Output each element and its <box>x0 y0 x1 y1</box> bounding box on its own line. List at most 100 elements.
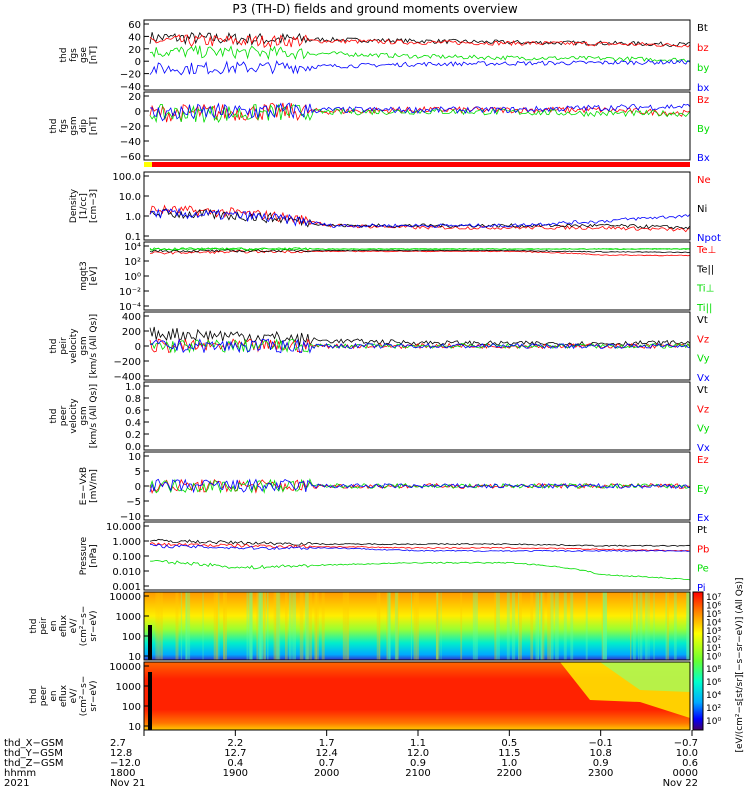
series-line-Bt <box>149 31 691 47</box>
y-tick-label: −5 <box>126 497 141 508</box>
y-label-line: (cm²−s− <box>79 676 89 717</box>
spectrogram-streak <box>602 592 605 660</box>
y-label-line: [nT] <box>89 117 99 135</box>
spectrogram-streak <box>472 592 476 660</box>
panel-density: 100.0 10.0 1.0 0.1 Density [1/cc] [cm−3] Ne Ni Np… <box>69 171 721 244</box>
spectrogram-streak <box>665 592 667 660</box>
spectrogram-streak <box>257 592 261 660</box>
y-tick-label: 0 <box>135 342 141 353</box>
spectrogram-streak <box>511 592 516 660</box>
y-label-line: Pressure <box>79 536 89 575</box>
y-tick-label: −40 <box>120 137 141 148</box>
legend-Ti⊥: Ti⊥ <box>696 284 714 295</box>
spectrogram-streak <box>304 592 309 660</box>
y-label-line: velocity <box>69 398 79 434</box>
y-tick-label: 0.6 <box>125 406 141 417</box>
y-label-line: dip <box>79 119 89 133</box>
spectrogram-streak <box>202 592 204 660</box>
panel-fgs_dip: 20 0 −20 −40 −60 thd fgs gsm dip [nT] Bz By Bx <box>49 91 710 164</box>
spectrogram-streak <box>638 592 640 660</box>
spectrogram-streak <box>160 592 163 660</box>
colorbar-tick: 10¹ <box>706 644 721 654</box>
colorbar-tick: 10⁶ <box>706 678 721 688</box>
x-value: 1800 <box>110 768 135 779</box>
spectrogram-streak <box>379 592 381 660</box>
legend-Vx: Vx <box>697 443 710 454</box>
spectrogram-streak <box>436 592 439 660</box>
spectrogram-streak <box>185 592 188 660</box>
y-tick-label: 0.4 <box>125 418 141 429</box>
spectrogram-streak <box>299 592 304 660</box>
spectrogram-streak <box>263 592 266 660</box>
spectrogram-streak <box>186 592 191 660</box>
y-label-line: gsm <box>79 336 89 355</box>
y-tick-label: −200 <box>114 357 141 368</box>
spectrogram-streak <box>394 592 398 660</box>
y-label-line: thd <box>29 689 39 704</box>
spectrogram-streak <box>386 592 388 660</box>
data-gap <box>148 672 152 730</box>
y-label-line: gsm <box>69 116 79 135</box>
x-value: 2300 <box>588 768 613 779</box>
colorbar-tick: 10⁴ <box>706 619 721 629</box>
spectrogram-streak <box>506 592 510 660</box>
series-line-bx <box>149 59 691 76</box>
y-label-line: (cm²−s− <box>79 606 89 647</box>
spectrogram-streak <box>686 592 691 660</box>
spectrogram-streak <box>273 592 276 660</box>
x-value: 1.7 <box>319 738 335 749</box>
y-tick-label: 0 <box>135 107 141 118</box>
y-tick-label: 100 <box>122 702 141 713</box>
spectrogram-streak <box>603 592 607 660</box>
x-row-label: 2021 <box>4 778 29 789</box>
legend-Pb: Pb <box>697 544 709 555</box>
legend-Ex: Ex <box>697 513 709 524</box>
y-label-line: thd <box>49 339 59 354</box>
spectrogram-streak <box>630 592 632 660</box>
y-label-line: [1/cc] <box>79 193 89 219</box>
legend-by: by <box>697 63 709 74</box>
x-value: 0.9 <box>593 758 609 769</box>
y-label-line: [km/s (All Qs)] <box>89 384 99 448</box>
spectrogram-streak <box>275 592 280 660</box>
spectrogram-streak <box>288 592 292 660</box>
y-tick-label: 10.000 <box>106 522 141 533</box>
x-row-label: thd_Z−GSM <box>4 758 64 769</box>
y-tick-label: 1.000 <box>112 537 141 548</box>
colorbar-label-text: [eV/(cm²−s[st/sr][−s−sr−eV)] (All Qs)] <box>735 577 745 752</box>
y-tick-label: −60 <box>120 152 141 163</box>
colorbar-tick: 10⁴ <box>706 691 721 701</box>
spectrogram-streak <box>563 592 567 660</box>
y-tick-label: 0.2 <box>125 430 141 441</box>
panel-frame <box>143 521 691 591</box>
legend-Ey: Ey <box>697 484 709 495</box>
x-value: −0.7 <box>674 738 698 749</box>
spectrogram-streak <box>440 592 442 660</box>
colorbar-tick: 10⁸ <box>706 665 721 675</box>
legend-Te||: Te|| <box>696 264 714 275</box>
y-axis-label: mgqt3 [eV] <box>79 261 99 290</box>
spectrogram-streak <box>388 592 391 660</box>
x-value: 1900 <box>223 768 248 779</box>
spectrogram-streak <box>601 592 604 660</box>
colorbar-tick: 10² <box>706 704 721 714</box>
y-tick-label: −20 <box>120 70 141 81</box>
y-tick-label: 10⁰ <box>124 272 141 283</box>
panel-efield: 10 5 0 −5 −10 E=−VxB [mV/m] Ez Ey Ex <box>79 451 709 524</box>
y-label-line: thd <box>49 409 59 424</box>
x-value: 12.4 <box>316 748 338 759</box>
spectrogram-streak <box>347 592 350 660</box>
spectrogram-streak <box>213 592 218 660</box>
x-value: 11.5 <box>498 748 520 759</box>
colorbar-tick: 10⁶ <box>706 602 721 612</box>
y-tick-label: 10⁴ <box>124 242 141 253</box>
y-label-line: E=−VxB <box>79 467 89 505</box>
spectrogram-streak <box>639 592 643 660</box>
spectrogram-streak <box>496 592 500 660</box>
data-gap <box>148 625 152 660</box>
legend-Te⊥: Te⊥ <box>696 245 716 256</box>
y-label-line: mgqt3 <box>79 261 89 290</box>
spectrogram-streak <box>276 592 281 660</box>
